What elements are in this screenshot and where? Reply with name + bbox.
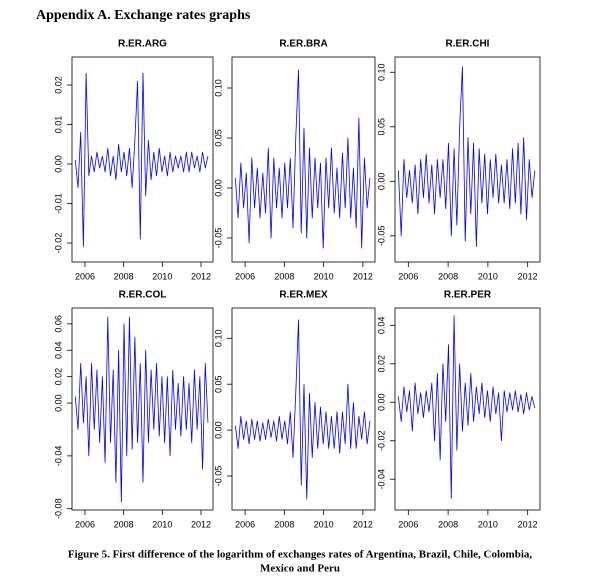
y-tick-label: 0.00 bbox=[213, 421, 223, 439]
x-tick-label: 2006 bbox=[75, 519, 95, 529]
x-tick-label: 2010 bbox=[314, 271, 334, 281]
y-tick-label: -0.08 bbox=[53, 498, 63, 519]
plot-frame bbox=[231, 307, 376, 511]
series-line bbox=[74, 316, 209, 503]
series-line bbox=[397, 66, 536, 248]
x-tick-label: 2006 bbox=[398, 519, 418, 529]
plot-frame bbox=[71, 56, 214, 263]
series-line bbox=[397, 315, 536, 499]
y-tick-label: -0.05 bbox=[376, 226, 386, 247]
x-tick-label: 2008 bbox=[438, 271, 458, 281]
y-tick-label: 0.00 bbox=[53, 394, 63, 412]
y-tick-label: 0.04 bbox=[53, 341, 63, 359]
y-tick-label: 0.00 bbox=[213, 179, 223, 197]
y-tick-label: -0.05 bbox=[213, 228, 223, 249]
x-tick-label: 2012 bbox=[353, 519, 373, 529]
y-tick-label: -0.04 bbox=[376, 469, 386, 490]
y-tick-label: 0.00 bbox=[376, 173, 386, 191]
y-tick-label: 0.02 bbox=[53, 76, 63, 94]
x-tick-label: 2008 bbox=[114, 271, 134, 281]
x-tick-label: 2010 bbox=[152, 271, 172, 281]
y-tick-label: 0.06 bbox=[53, 315, 63, 333]
chart-title: R.ER.MEX bbox=[279, 290, 328, 301]
chart-title: R.ER.COL bbox=[119, 290, 167, 301]
x-tick-label: 2012 bbox=[353, 271, 373, 281]
caption-line: Figure 5. First difference of the logari… bbox=[68, 549, 533, 561]
plot-frame bbox=[394, 56, 541, 263]
x-tick-label: 2006 bbox=[235, 519, 255, 529]
x-tick-label: 2012 bbox=[518, 519, 538, 529]
y-tick-label: 0.00 bbox=[53, 155, 63, 173]
x-tick-label: 2012 bbox=[191, 271, 211, 281]
x-tick-label: 2006 bbox=[235, 271, 255, 281]
x-tick-label: 2008 bbox=[438, 519, 458, 529]
y-tick-label: 0.00 bbox=[376, 394, 386, 412]
page-title: Appendix A. Exchange rates graphs bbox=[36, 8, 251, 23]
y-tick-label: -0.01 bbox=[53, 193, 63, 214]
y-tick-label: 0.02 bbox=[53, 368, 63, 386]
y-tick-label: 0.05 bbox=[213, 375, 223, 393]
x-tick-label: 2012 bbox=[518, 271, 538, 281]
x-tick-label: 2006 bbox=[75, 271, 95, 281]
y-tick-label: -0.05 bbox=[213, 466, 223, 487]
y-tick-label: 0.01 bbox=[53, 116, 63, 134]
y-tick-label: -0.02 bbox=[376, 430, 386, 451]
series-line bbox=[234, 69, 371, 249]
x-tick-label: 2006 bbox=[398, 271, 418, 281]
plot-frame bbox=[71, 307, 214, 511]
y-tick-label: 0.10 bbox=[213, 330, 223, 348]
y-tick-label: 0.02 bbox=[376, 355, 386, 373]
chart-title: R.ER.BRA bbox=[279, 39, 327, 50]
chart-title: R.ER.ARG bbox=[118, 39, 167, 50]
y-tick-label: -0.02 bbox=[53, 233, 63, 254]
y-tick-label: 0.10 bbox=[213, 79, 223, 97]
chart-title: R.ER.PER bbox=[444, 290, 492, 301]
plot-frame bbox=[394, 307, 541, 511]
x-tick-label: 2010 bbox=[478, 271, 498, 281]
y-tick-label: -0.04 bbox=[53, 446, 63, 467]
caption-line: Mexico and Peru bbox=[260, 563, 340, 575]
x-tick-label: 2010 bbox=[478, 519, 498, 529]
series-line bbox=[234, 319, 371, 500]
plot-frame bbox=[231, 56, 376, 263]
series-line bbox=[74, 72, 209, 248]
chart-title: R.ER.CHI bbox=[446, 39, 490, 50]
y-tick-label: 0.10 bbox=[376, 64, 386, 82]
y-tick-label: 0.05 bbox=[213, 129, 223, 147]
x-tick-label: 2010 bbox=[152, 519, 172, 529]
x-tick-label: 2012 bbox=[191, 519, 211, 529]
x-tick-label: 2010 bbox=[314, 519, 334, 529]
x-tick-label: 2008 bbox=[274, 519, 294, 529]
y-tick-label: 0.05 bbox=[376, 118, 386, 136]
y-tick-label: 0.04 bbox=[376, 317, 386, 335]
x-tick-label: 2008 bbox=[114, 519, 134, 529]
x-tick-label: 2008 bbox=[274, 271, 294, 281]
